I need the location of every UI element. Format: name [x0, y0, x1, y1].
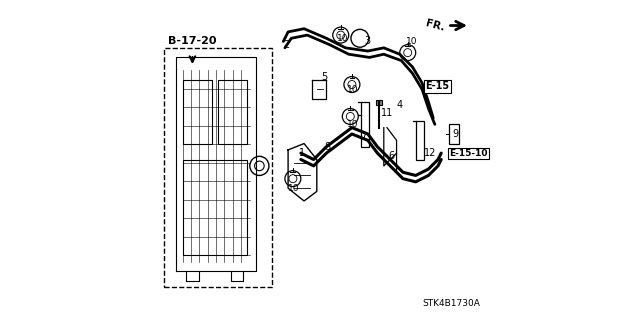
Bar	[183, 80, 212, 144]
Text: 9: 9	[452, 129, 458, 139]
Text: 11: 11	[381, 108, 394, 118]
Text: 8: 8	[324, 142, 331, 152]
Bar	[361, 102, 369, 147]
Text: 10: 10	[337, 34, 348, 43]
Text: 10: 10	[347, 85, 358, 94]
Text: 7: 7	[360, 132, 367, 142]
Bar	[218, 80, 246, 144]
Text: FR.: FR.	[425, 18, 446, 33]
Text: 10: 10	[406, 37, 418, 46]
Text: E-15: E-15	[425, 81, 449, 91]
Text: E-15-10: E-15-10	[449, 149, 488, 158]
Text: 2: 2	[284, 40, 290, 50]
Text: 10: 10	[347, 120, 358, 129]
Text: 3: 3	[365, 36, 371, 47]
Text: 5: 5	[321, 71, 327, 82]
Text: B-17-20: B-17-20	[168, 36, 217, 47]
Bar	[164, 48, 272, 287]
Bar	[449, 124, 459, 144]
Text: 12: 12	[424, 148, 436, 158]
Text: 6: 6	[388, 151, 395, 161]
Text: 10: 10	[288, 184, 300, 193]
Text: 1: 1	[300, 148, 305, 158]
Text: STK4B1730A: STK4B1730A	[422, 299, 480, 308]
Bar	[376, 100, 381, 105]
Text: 4: 4	[397, 100, 403, 110]
Bar	[183, 160, 246, 255]
Bar	[416, 121, 424, 160]
